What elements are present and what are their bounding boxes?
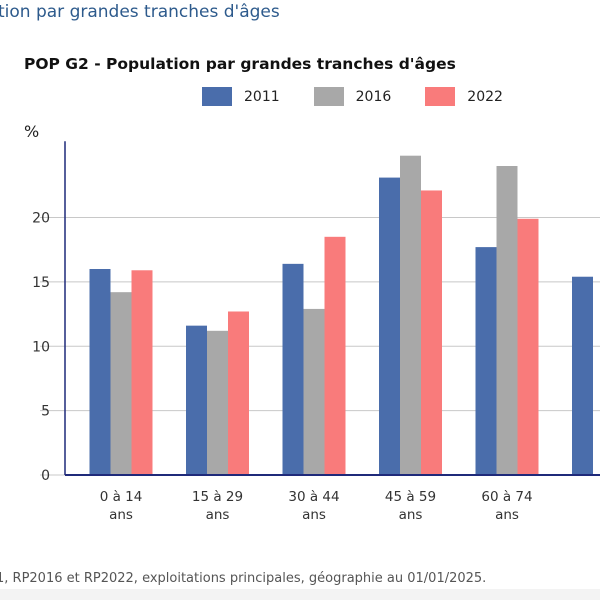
y-tick-label: 5 [41,404,50,420]
bar-2022 [228,311,249,475]
y-tick-label: 20 [32,211,50,227]
bar-2011 [282,263,304,475]
legend-swatch [313,87,344,106]
bar-2011 [186,325,207,475]
x-tick-label: 45 à 59 [385,489,436,505]
chart-title: POP G2 - Population par grandes tranches… [24,55,456,73]
bar-2022 [324,236,346,475]
bar-2016 [496,166,518,475]
source-note: 1, RP2016 et RP2022, exploitations princ… [0,571,487,586]
x-tick-label: ans [495,507,519,523]
legend: 2011 2016 2022 [202,87,537,106]
x-tick-label: ans [302,507,326,523]
legend-swatch [425,87,456,106]
x-tick-label: 60 à 74 [481,489,532,505]
bar-chart: % 0 5 10 15 20 0 à 14 ans 15 à 29 ans 30 à 44 ans 45… [24,122,600,523]
legend-label: 2022 [467,88,503,105]
section-heading: tion par grandes tranches d'âges [0,2,280,22]
legend-label: 2016 [355,88,392,105]
bar-2022 [517,218,539,475]
x-tick-label: 15 à 29 [192,489,243,505]
y-tick-label: 15 [32,275,50,291]
legend-label: 2011 [244,88,280,105]
x-tick-label: ans [109,507,133,523]
x-tick-label: ans [206,507,230,523]
bar-2011 [379,177,400,475]
footer-band [0,589,600,600]
legend-item-2022[interactable]: 2022 [425,87,503,106]
x-tick-label: ans [399,507,423,523]
bar-2016 [303,308,325,475]
y-tick-label: 0 [41,468,50,484]
x-tick-label: 30 à 44 [288,489,339,505]
bar-2022 [131,270,153,475]
y-tick-label: 10 [32,339,50,355]
bar-2016 [110,292,132,475]
bar-2016 [400,155,421,475]
legend-item-2016[interactable]: 2016 [313,87,392,106]
bar-2022 [421,190,442,475]
bar-2011 [89,269,111,475]
legend-swatch [202,87,232,106]
x-tick-label: 0 à 14 [100,489,143,505]
bar-2011 [475,247,497,475]
y-axis-label: % [24,122,39,141]
bar-2016 [207,330,228,475]
bar-2011 [572,276,593,475]
legend-item-2011[interactable]: 2011 [202,87,280,106]
